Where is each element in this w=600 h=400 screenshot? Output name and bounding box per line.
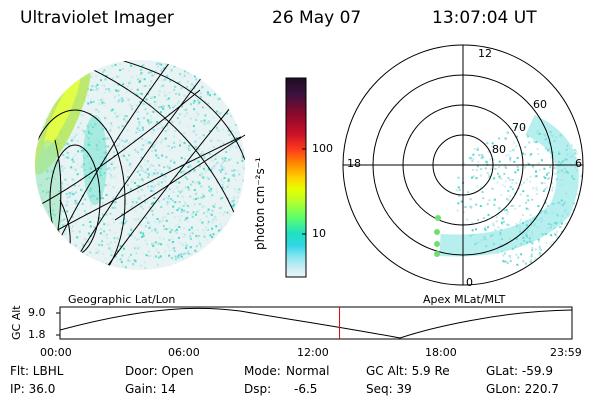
mode-label: Mode:	[244, 364, 281, 378]
flt-status: Flt: LBHL	[10, 364, 64, 378]
alt-xtick: 00:00	[40, 346, 72, 359]
apex-label: Apex MLat/MLT	[423, 293, 506, 306]
glon-status: GLon: 220.7	[486, 382, 559, 396]
door-status: Door: Open	[125, 364, 194, 378]
geographic-image	[35, 60, 245, 270]
mlt-label-18: 18	[347, 157, 361, 170]
alt-xtick: 06:00	[168, 346, 200, 359]
alt-ytick: 1.8	[28, 328, 46, 341]
seq-status: Seq: 39	[366, 382, 412, 396]
lat-label-80: 80	[492, 143, 506, 156]
gain-status: Gain: 14	[125, 382, 176, 396]
dsp-label: Dsp:	[244, 382, 272, 396]
mlt-label-6: 6	[575, 157, 582, 170]
alt-xtick: 23:59	[550, 346, 582, 359]
mlt-label-0: 0	[466, 276, 473, 289]
geographic-label: Geographic Lat/Lon	[68, 293, 176, 306]
polar-image	[343, 45, 583, 285]
polar-dots	[434, 215, 441, 257]
alt-ylabel: GC Alt	[10, 305, 23, 340]
colorbar-tick: 10	[312, 227, 326, 240]
glat-status: GLat: -59.9	[486, 364, 553, 378]
gc-alt-status: GC Alt: 5.9 Re	[366, 364, 450, 378]
alt-xtick: 12:00	[297, 346, 329, 359]
mlt-label-12: 12	[478, 47, 492, 60]
lat-label-60: 60	[533, 98, 547, 111]
colorbar	[285, 77, 307, 278]
date-label: 26 May 07	[272, 8, 362, 28]
ip-status: IP: 36.0	[10, 382, 56, 396]
altitude-plot	[56, 306, 573, 340]
instrument-title: Ultraviolet Imager	[20, 8, 174, 28]
time-label: 13:07:04 UT	[432, 8, 537, 28]
alt-ytick: 9.0	[28, 306, 46, 319]
mode-value: Normal	[286, 364, 330, 378]
lat-label-70: 70	[512, 121, 526, 134]
dsp-value: -6.5	[294, 382, 318, 396]
colorbar-unit: photon cm⁻²s⁻¹	[253, 157, 267, 250]
alt-xtick: 18:00	[425, 346, 457, 359]
colorbar-tick: 100	[312, 142, 333, 155]
polar-grid	[342, 44, 584, 286]
